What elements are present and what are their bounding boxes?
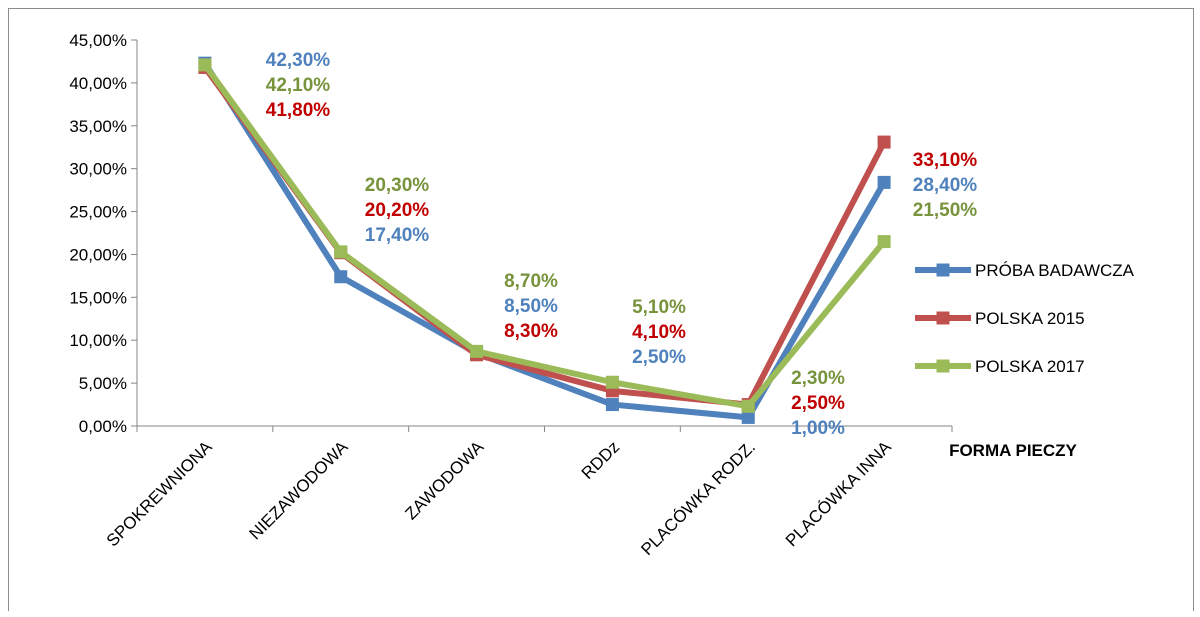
data-label: 8,30% xyxy=(504,321,558,342)
data-label: 41,80% xyxy=(266,100,331,121)
data-label: 2,30% xyxy=(791,368,845,389)
series-marker xyxy=(741,410,755,424)
y-tick-label: 45,00% xyxy=(69,31,127,50)
series-marker xyxy=(198,58,212,72)
data-label: 2,50% xyxy=(632,347,686,368)
data-label: 20,30% xyxy=(365,175,430,196)
data-label: 5,10% xyxy=(632,297,686,318)
series-line xyxy=(202,63,887,410)
series-group xyxy=(198,56,891,424)
x-category-label: SPOKREWNIONA xyxy=(103,437,216,550)
data-label: 28,40% xyxy=(913,175,978,196)
x-category-label: PLACÓWKA INNA xyxy=(782,437,895,550)
data-labels: 42,30% 42,10% 41,80% 20,30% 20,20% 17,40% 8,70… xyxy=(266,50,978,439)
data-label: 42,10% xyxy=(266,75,331,96)
series-marker xyxy=(334,270,348,284)
x-axis-title: FORMA PIECZY xyxy=(949,441,1077,460)
legend: PRÓBA BADAWCZA POLSKA 2015 POLSKA 2017 xyxy=(915,261,1135,376)
legend-swatch-marker xyxy=(936,263,950,277)
y-tick-label: 5,00% xyxy=(79,374,127,393)
data-label: 4,10% xyxy=(632,322,686,343)
data-label: 21,50% xyxy=(913,200,978,221)
legend-swatch-marker xyxy=(936,359,950,373)
data-label: 17,40% xyxy=(365,225,430,246)
series-marker xyxy=(877,235,891,249)
legend-label: POLSKA 2017 xyxy=(975,357,1085,376)
legend-label: POLSKA 2015 xyxy=(975,309,1085,328)
data-label: 2,50% xyxy=(791,393,845,414)
series-marker xyxy=(605,375,619,389)
y-tick-label: 40,00% xyxy=(69,74,127,93)
y-tick-label: 30,00% xyxy=(69,160,127,179)
data-label: 1,00% xyxy=(791,418,845,439)
y-tick-label: 0,00% xyxy=(79,417,127,436)
data-label: 8,70% xyxy=(504,271,558,292)
y-tick-label: 25,00% xyxy=(69,203,127,222)
data-label: 42,30% xyxy=(266,50,331,71)
x-category-label: PLACÓWKA RODZ. xyxy=(637,437,759,559)
legend-swatch-marker xyxy=(936,311,950,325)
y-axis: 0,00% 5,00% 10,00% 15,00% 20,00% 25,00% 30,00%… xyxy=(69,31,138,436)
data-label: 8,50% xyxy=(504,296,558,317)
x-category-label: NIEZAWODOWA xyxy=(246,437,353,544)
series-marker xyxy=(877,135,891,149)
legend-label: PRÓBA BADAWCZA xyxy=(975,261,1135,280)
series-marker xyxy=(605,398,619,412)
x-category-label: ZAWODOWA xyxy=(401,437,487,523)
y-tick-label: 15,00% xyxy=(69,288,127,307)
series-marker xyxy=(334,245,348,259)
data-label: 20,20% xyxy=(365,200,430,221)
chart-frame xyxy=(8,8,1194,611)
series-marker xyxy=(877,175,891,189)
x-axis: SPOKREWNIONA NIEZAWODOWA ZAWODOWA RDDz PLACÓ… xyxy=(103,425,953,559)
x-category-label: RDDz xyxy=(578,437,623,482)
y-tick-label: 35,00% xyxy=(69,117,127,136)
y-tick-label: 10,00% xyxy=(69,331,127,350)
data-label: 33,10% xyxy=(913,150,978,171)
series-marker xyxy=(470,344,484,358)
y-tick-label: 20,00% xyxy=(69,245,127,264)
series-marker xyxy=(741,399,755,413)
